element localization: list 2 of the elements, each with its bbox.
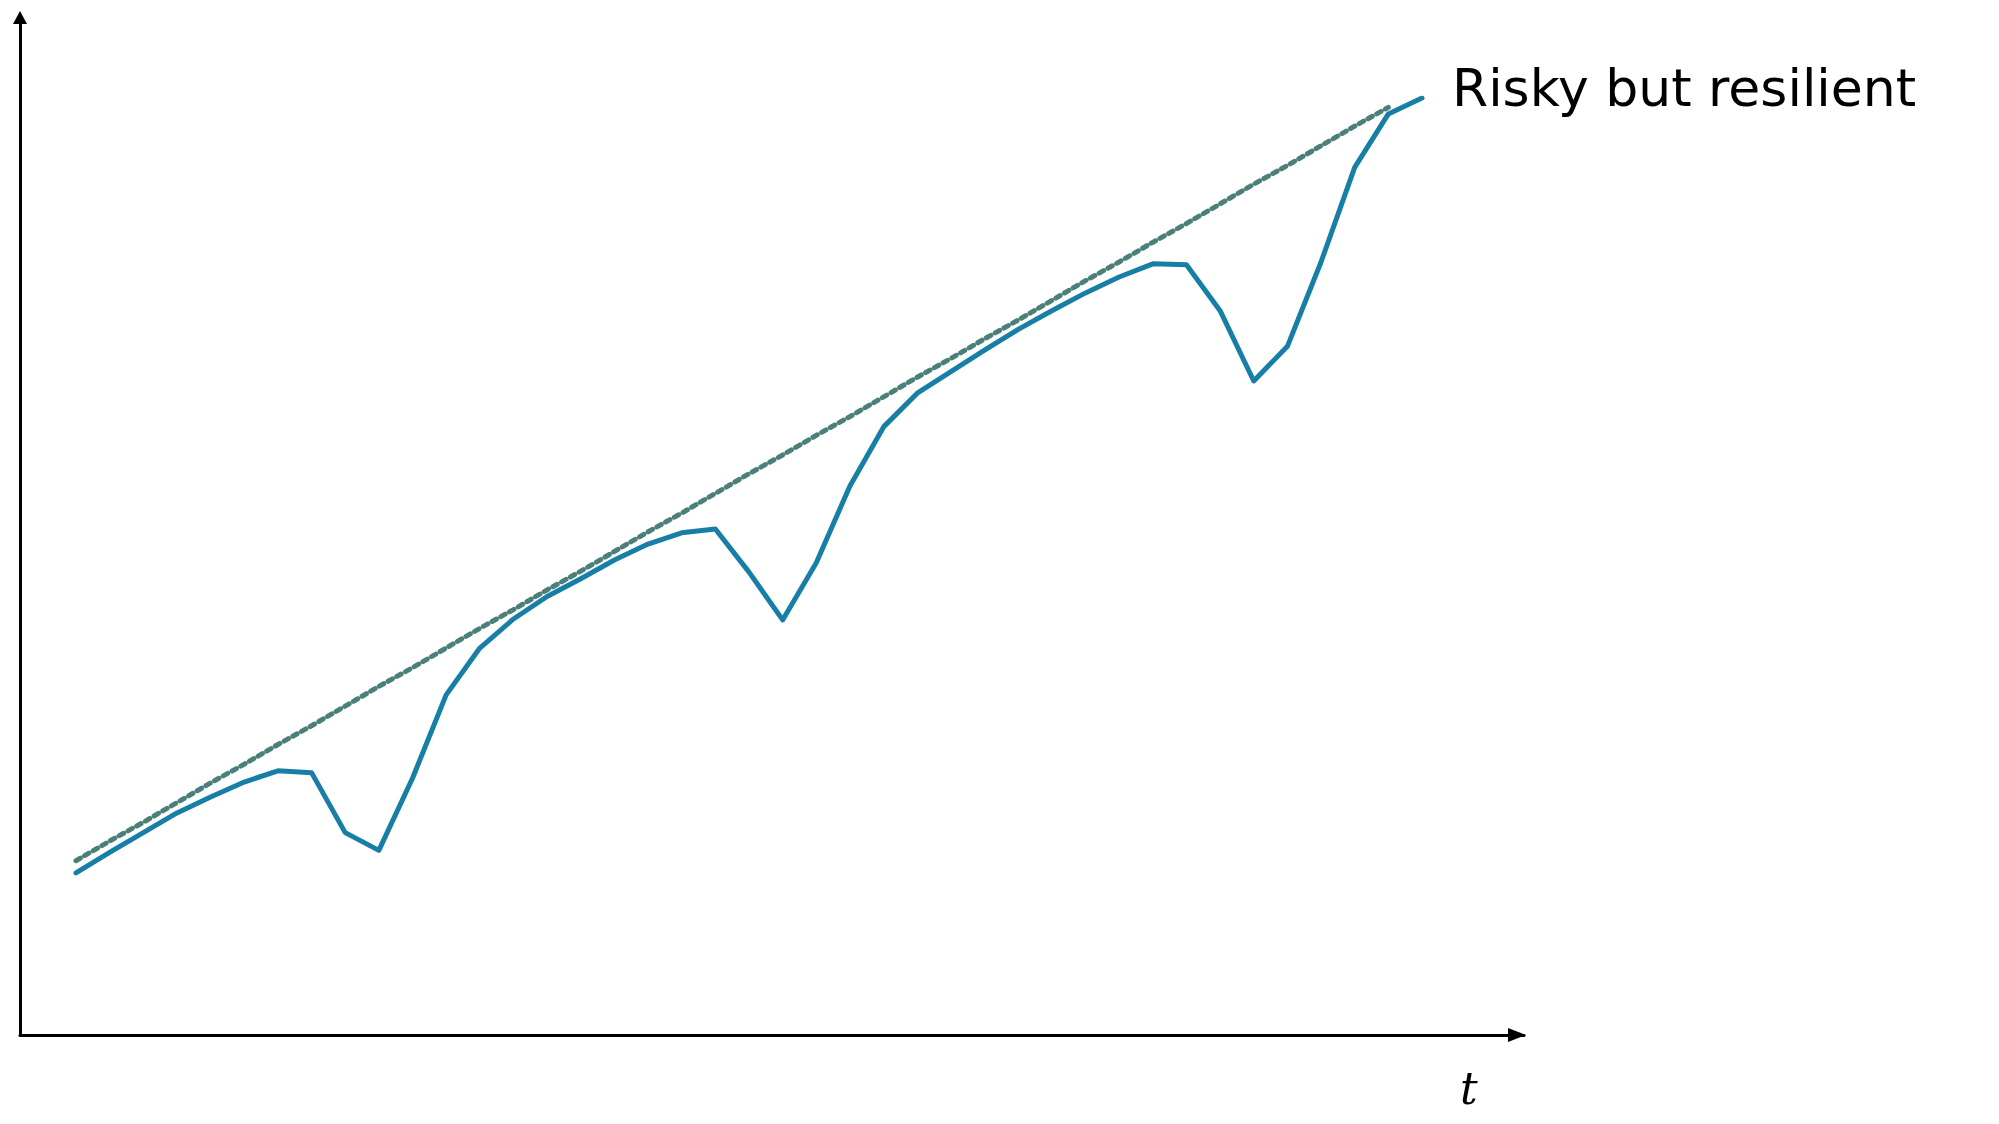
series-label: Risky but resilient	[1452, 58, 1917, 118]
x-axis-title: t	[1460, 1062, 1478, 1114]
